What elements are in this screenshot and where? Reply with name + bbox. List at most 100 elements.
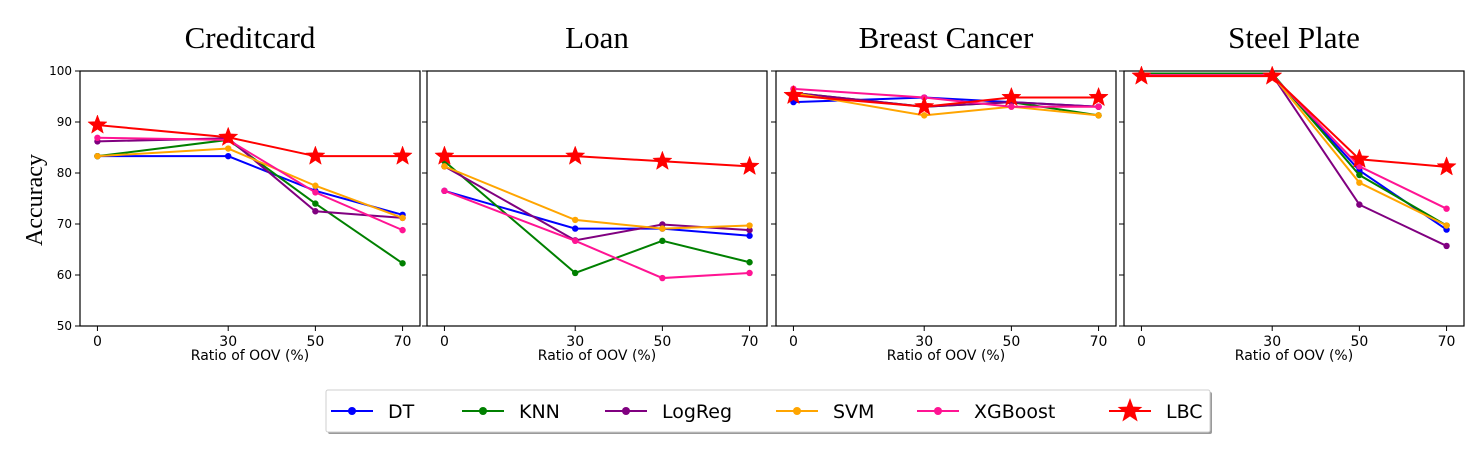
y-tick-label: 90 [57,115,72,129]
panel-title: Steel Plate [1228,20,1360,55]
series-dt [94,152,406,219]
legend-entry-svm: SVM [776,401,874,423]
data-point-dt [572,225,579,232]
data-point-svm [659,225,666,232]
data-point-svm [572,216,579,224]
data-point-svm [441,163,448,170]
series-line-dt [444,189,750,237]
series-dt [441,187,753,239]
series-lbc [87,114,413,165]
series-line-lbc [1141,75,1447,168]
series-line-lbc [97,124,403,158]
series-lbc [434,145,760,176]
panel-title: Breast Cancer [859,20,1034,55]
data-point-lbc [1349,148,1370,168]
data-point-xgboost [572,237,579,245]
legend-entry-knn: KNN [462,401,560,423]
x-tick-label: 30 [915,334,933,350]
data-point-svm [1095,112,1102,119]
data-point-lbc [218,126,239,146]
data-point-lbc [739,155,760,176]
x-axis-label: Ratio of OOV (%) [191,348,309,364]
legend-label: KNN [519,401,560,423]
plot-frame [775,70,1117,327]
data-point-xgboost [746,269,753,277]
data-point-knn [312,200,319,207]
panel-title: Creditcard [185,20,316,55]
y-axis-label: Accuracy [22,154,48,246]
series-line-svm [444,165,750,230]
series-xgboost [441,187,753,282]
series-lbc [783,84,1109,116]
data-point-lbc [914,95,935,116]
legend-entry-lbc: LBC [1109,398,1203,423]
data-point-lbc [392,145,413,165]
series-line-knn [1141,72,1448,227]
data-point-knn [1356,171,1363,179]
legend-marker [348,407,356,415]
data-point-logreg [1443,242,1450,250]
x-tick-label: 30 [1263,334,1281,350]
legend-label: LBC [1166,401,1203,423]
series-line-knn [97,138,404,265]
series-lbc [1131,65,1457,176]
data-point-lbc [87,114,108,134]
y-tick-label: 50 [57,319,72,333]
panel-loan: Loan 0 30 50 70 Ratio of OOV (%) [422,20,768,364]
data-point-lbc [1262,65,1283,85]
legend: DT KNN LogReg SVM XGBoost LBC [325,389,1212,434]
data-point-lbc [1088,86,1109,107]
series-line-logreg [793,91,1099,108]
x-axis-label: Ratio of OOV (%) [1235,348,1353,364]
x-tick-label: 0 [1137,334,1146,350]
legend-label: LogReg [662,401,732,423]
series-xgboost [94,134,406,234]
series-line-xgboost [444,189,750,280]
series-knn [441,158,753,277]
data-point-xgboost [1443,205,1450,212]
legend-marker [793,407,801,415]
data-point-xgboost [441,187,448,195]
legend-label: XGBoost [974,401,1055,423]
x-tick-label: 70 [1438,334,1456,350]
data-point-lbc [783,84,804,105]
y-tick-label: 100 [49,64,72,78]
plot-frame [426,70,768,327]
data-point-lbc [1001,86,1022,107]
series-svm [441,163,753,232]
data-point-knn [746,259,753,266]
x-tick-label: 50 [306,334,324,350]
series-line-dt [97,155,403,216]
plot-frame [79,70,421,327]
data-point-xgboost [1095,103,1102,110]
data-point-svm [746,222,753,229]
data-point-dt [225,152,232,160]
x-tick-label: 0 [440,334,449,350]
panel-creditcard: Creditcard 50 60 70 80 90 100 0 30 50 70 Ratio of O… [49,20,421,364]
legend-box [325,389,1211,433]
plot-frame [1123,70,1465,327]
data-point-logreg [1356,201,1363,208]
x-tick-label: 70 [394,334,412,350]
legend-marker [622,407,630,415]
y-tick-label: 70 [57,217,72,231]
x-tick-label: 70 [741,334,759,350]
data-point-logreg [746,226,753,234]
data-point-xgboost [659,274,666,282]
data-point-svm [399,214,406,222]
x-tick-label: 30 [566,334,584,350]
x-axis-label: Ratio of OOV (%) [538,348,656,364]
x-tick-label: 30 [219,334,237,350]
data-point-knn [659,237,666,245]
x-tick-label: 50 [1350,334,1368,350]
data-point-lbc [1436,156,1457,176]
chart-panels: Creditcard 50 60 70 80 90 100 0 30 50 70 Ratio of O… [49,20,1465,364]
series-line-lbc [793,94,1099,108]
series-svm [1138,71,1450,229]
data-point-lbc [434,145,455,165]
data-point-xgboost [1008,103,1015,110]
legend-marker [479,407,487,415]
panel-title: Loan [565,20,629,55]
data-point-svm [225,145,232,152]
